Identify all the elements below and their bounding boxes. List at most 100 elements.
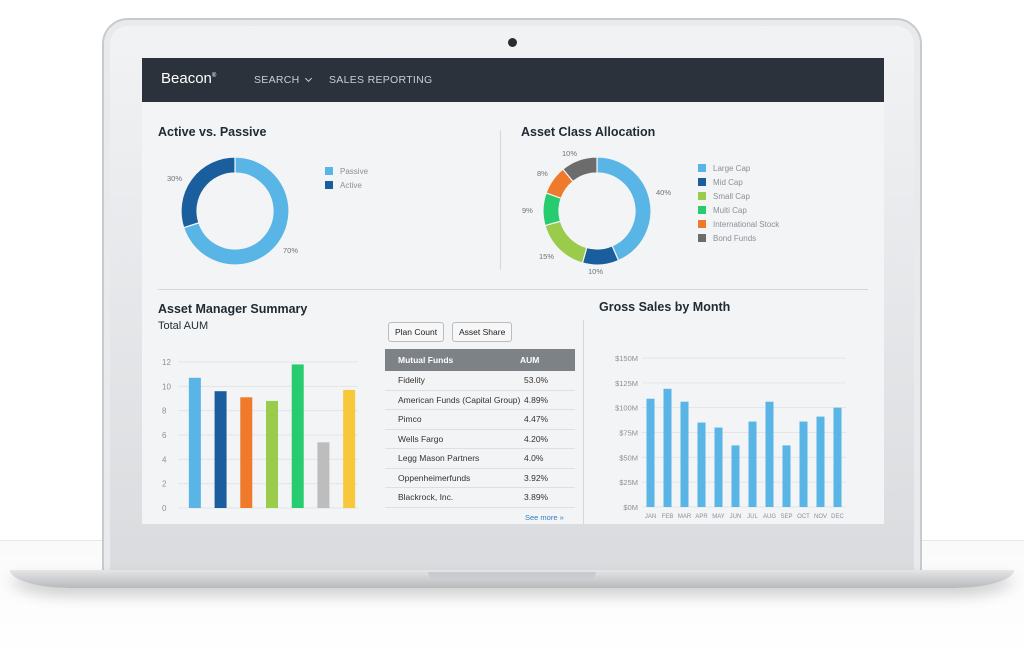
donut-slice-passive[interactable] [182, 156, 290, 266]
x-tick-label: DEC [831, 514, 844, 520]
header-mutual-funds[interactable]: Mutual Funds [398, 355, 454, 365]
bar[interactable] [240, 397, 253, 508]
fund-aum: 3.89% [524, 492, 549, 503]
legend-item: International Stock [698, 217, 779, 231]
asset-manager-title: Asset Manager Summary [158, 302, 308, 316]
fund-name: Wells Fargo [398, 433, 444, 444]
bar[interactable] [188, 377, 201, 508]
x-tick-label: FEB [662, 514, 674, 520]
bar[interactable] [782, 445, 791, 507]
bar[interactable] [663, 388, 672, 507]
header-aum[interactable]: AUM [520, 355, 540, 365]
passive-pct-label: 70% [283, 246, 299, 255]
table-row[interactable]: Legg Mason Partners 4.0% [385, 449, 575, 469]
fund-name: Blackrock, Inc. [398, 492, 454, 503]
y-tick-label: 10 [162, 382, 171, 391]
table-row[interactable]: Blackrock, Inc. 3.89% [385, 488, 575, 508]
bar[interactable] [291, 364, 304, 508]
table-row[interactable]: Pimco 4.47% [385, 410, 575, 430]
y-tick-label: $0M [623, 503, 638, 512]
y-tick-label: 12 [162, 358, 171, 367]
asset-share-button[interactable]: Asset Share [452, 322, 513, 342]
donut-slice-mid-cap[interactable] [581, 245, 620, 266]
table-row[interactable]: Fidelity 53.0% [385, 371, 575, 391]
fund-aum: 4.89% [524, 394, 549, 405]
legend-label: Active [340, 180, 362, 190]
legend-label: Large Cap [713, 163, 751, 173]
large-cap-pct-label: 40% [656, 188, 672, 197]
divider-top [500, 130, 501, 270]
divider-bottom [583, 320, 584, 524]
donut-slice-large-cap[interactable] [596, 156, 652, 262]
table-row[interactable]: Oppenheimerfunds 3.92% [385, 469, 575, 488]
legend-item: Multi Cap [698, 203, 779, 217]
gross-sales-title: Gross Sales by Month [599, 300, 731, 314]
legend-swatch [698, 220, 706, 228]
laptop-notch [428, 572, 596, 579]
asset-allocation-legend: Large Cap Mid Cap Small Cap Multi Cap In… [698, 161, 779, 245]
x-tick-label: MAR [678, 514, 692, 520]
legend-label: Mid Cap [713, 177, 743, 187]
legend-swatch [698, 192, 706, 200]
active-passive-donut[interactable] [178, 156, 292, 266]
fund-name: Pimco [398, 414, 422, 425]
asset-manager-bar-chart: 0 2 4 6 8 10 12 [162, 358, 358, 513]
bar[interactable] [748, 421, 757, 507]
bar[interactable] [816, 416, 825, 507]
fund-aum: 4.0% [524, 453, 544, 464]
international-pct-label: 8% [537, 169, 548, 178]
legend-swatch [325, 167, 333, 175]
brand-mark: ® [211, 73, 217, 79]
bond-funds-pct-label: 10% [562, 149, 578, 158]
chevron-down-icon [304, 74, 312, 83]
donut-slice-bond-funds[interactable] [562, 156, 598, 183]
bar[interactable] [317, 442, 330, 508]
fund-aum: 3.92% [524, 472, 549, 483]
donut-slice-active[interactable] [180, 156, 236, 229]
bar[interactable] [799, 421, 808, 507]
small-cap-pct-label: 15% [539, 252, 555, 261]
x-tick-label: MAY [712, 514, 725, 520]
fund-aum: 4.20% [524, 433, 549, 444]
legend-label: Multi Cap [713, 205, 747, 215]
brand-name: Beacon [161, 70, 212, 87]
y-tick-label: 4 [162, 455, 167, 464]
active-passive-legend: Passive Active [325, 164, 368, 192]
active-pct-label: 30% [167, 174, 183, 183]
table-header: Mutual Funds AUM [385, 349, 575, 371]
active-passive-title: Active vs. Passive [158, 125, 267, 139]
asset-allocation-donut[interactable] [540, 156, 654, 266]
multi-cap-pct-label: 9% [522, 206, 533, 215]
bar[interactable] [714, 427, 723, 507]
x-tick-label: NOV [814, 514, 827, 520]
bar[interactable] [731, 445, 740, 507]
legend-item: Active [325, 178, 368, 192]
fund-aum: 53.0% [524, 375, 549, 386]
bar[interactable] [680, 401, 689, 507]
bar[interactable] [833, 407, 842, 507]
bar[interactable] [214, 391, 227, 508]
total-aum-label: Total AUM [158, 320, 209, 332]
table-row[interactable]: American Funds (Capital Group) 4.89% [385, 391, 575, 410]
y-tick-label: 0 [162, 504, 167, 513]
brand-logo[interactable]: Beacon® [161, 70, 216, 87]
see-more-link[interactable]: See more » [525, 513, 564, 522]
asset-allocation-title: Asset Class Allocation [521, 125, 656, 139]
nav-sales-reporting[interactable]: SALES REPORTING [329, 74, 433, 86]
y-tick-label: $100M [615, 404, 638, 413]
y-tick-label: $125M [615, 379, 638, 388]
bar[interactable] [266, 400, 278, 508]
plan-count-button[interactable]: Plan Count [388, 322, 445, 342]
bar[interactable] [646, 398, 655, 507]
fund-name: Oppenheimerfunds [398, 472, 471, 483]
legend-item: Large Cap [698, 161, 779, 175]
nav-search-label: SEARCH [254, 74, 300, 86]
bar[interactable] [765, 401, 774, 507]
bar[interactable] [343, 389, 356, 508]
nav-search[interactable]: SEARCH [254, 74, 312, 86]
table-row[interactable]: Wells Fargo 4.20% [385, 430, 575, 449]
bar[interactable] [697, 422, 706, 507]
x-tick-label: JAN [645, 514, 656, 520]
